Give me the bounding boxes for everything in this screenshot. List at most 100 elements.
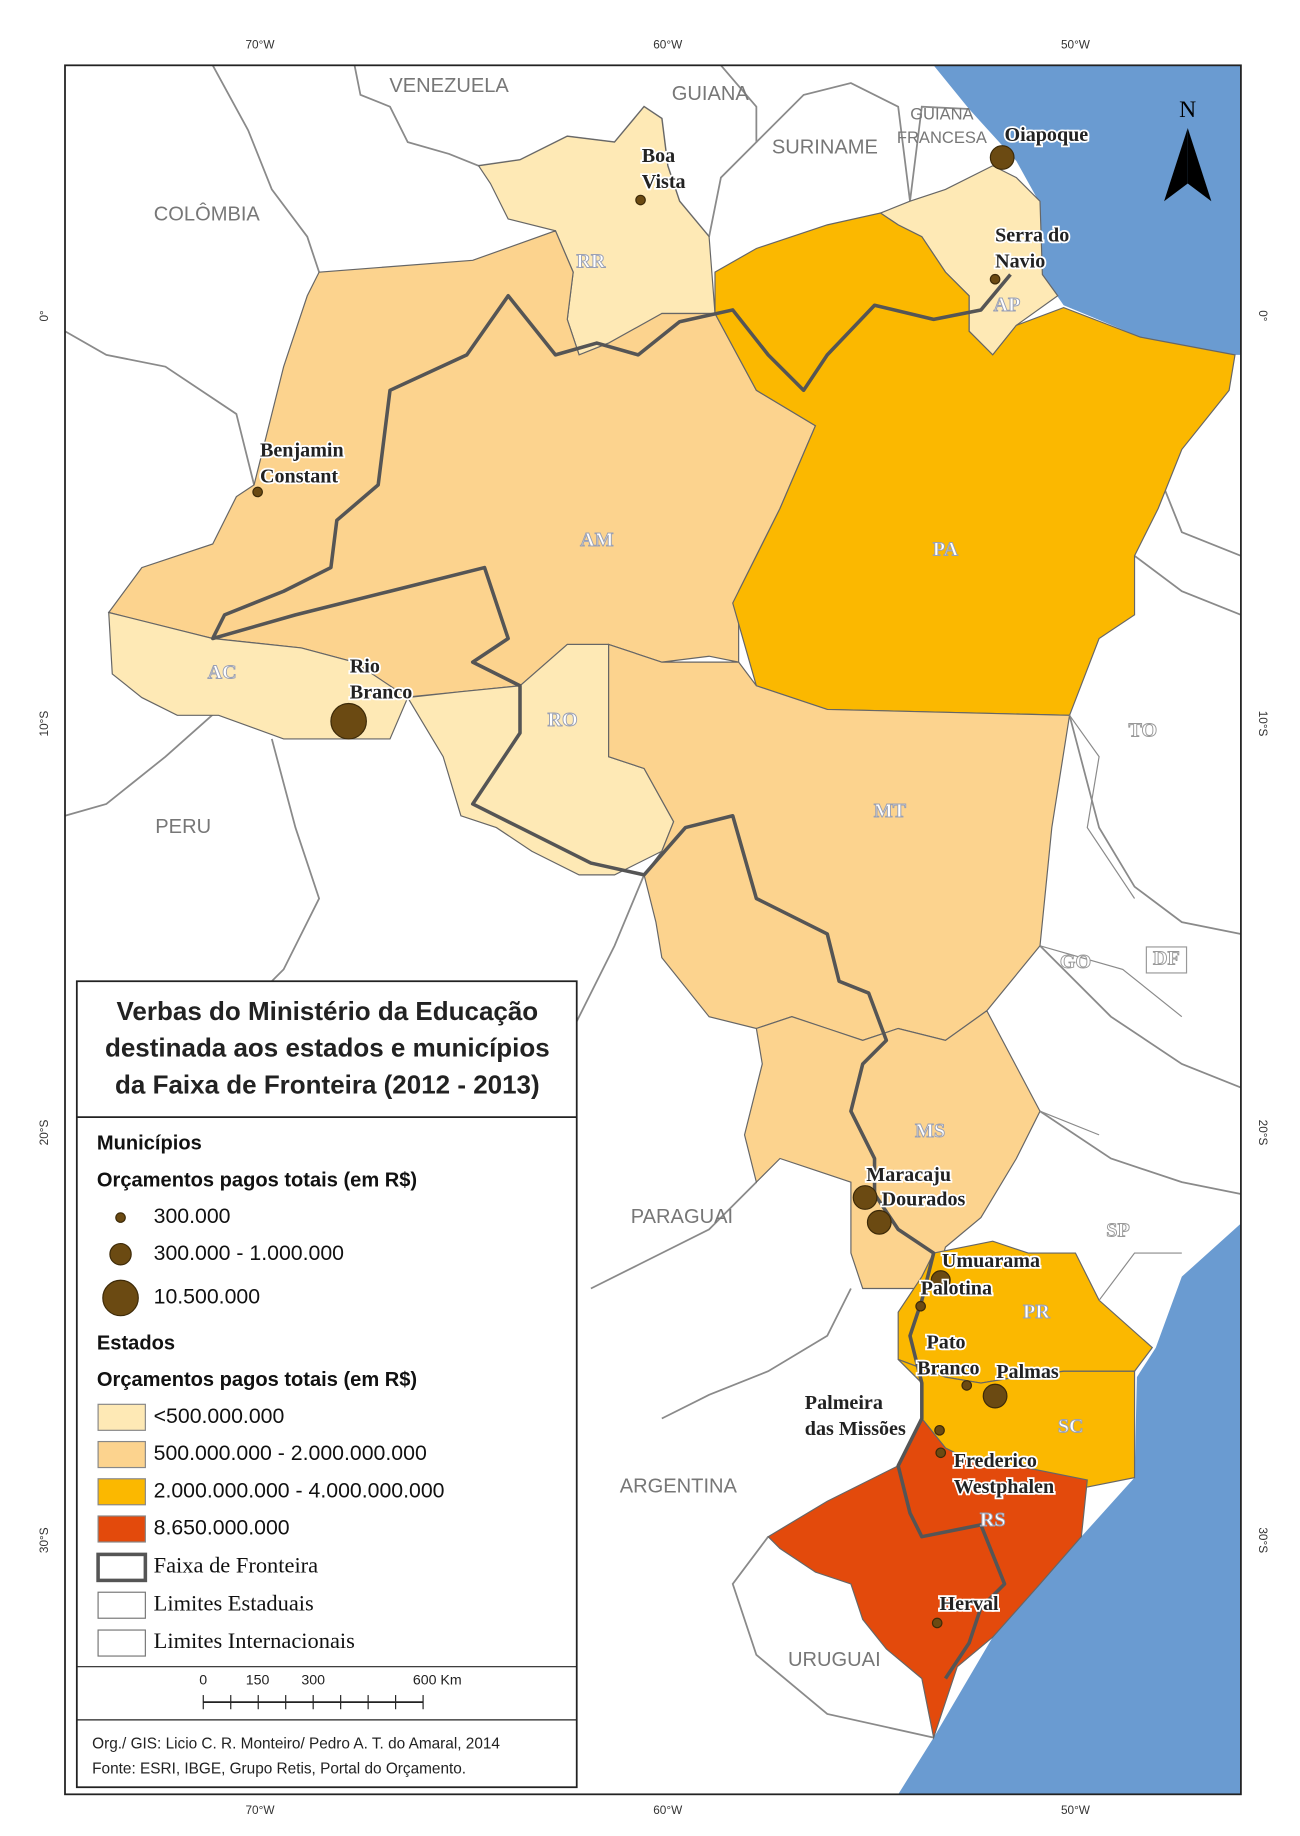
state-label: SC (1058, 1416, 1084, 1438)
international-border (353, 65, 479, 167)
municipality-label: das Missões (805, 1418, 906, 1440)
latitude-label: 0° (37, 310, 51, 322)
legend-swatch (97, 1478, 146, 1506)
credits: Fonte: ESRI, IBGE, Grupo Retis, Portal d… (92, 1761, 466, 1778)
municipality-dot (852, 1185, 878, 1210)
municipality-label: Rio (350, 656, 380, 678)
municipality-label: Westphalen (954, 1476, 1054, 1498)
longitude-label: 50°W (1061, 1803, 1091, 1817)
country-label: PERU (155, 816, 211, 838)
municipality-dot (934, 1425, 945, 1436)
municipality-dot (982, 1383, 1008, 1409)
legend-heading: Municípios (97, 1133, 202, 1155)
state-label: RR (576, 250, 605, 272)
legend-label: 300.000 - 1.000.000 (154, 1241, 344, 1265)
frame (64, 64, 1242, 1796)
state-label: PR (1023, 1301, 1050, 1323)
legend-label: 10.500.000 (154, 1285, 260, 1309)
state (108, 611, 409, 740)
north-label: N (1179, 97, 1196, 123)
country-label: URUGUAI (788, 1649, 881, 1671)
municipality-label: Oiapoque (1005, 124, 1089, 146)
country-label: GUIANA (672, 83, 750, 105)
latitude-label: 10°S (37, 711, 51, 737)
municipality-label: Serra do (995, 224, 1069, 246)
country-label: PARAGUAI (631, 1206, 733, 1228)
municipality-label: Palmas (996, 1361, 1059, 1383)
longitude-label: 70°W (246, 37, 276, 51)
state (767, 1417, 1088, 1740)
international-border (661, 1288, 852, 1420)
state (743, 1009, 1041, 1290)
international-border (909, 105, 970, 202)
international-border (731, 1536, 934, 1739)
state-label: SP (1106, 1219, 1129, 1241)
international-border (590, 1181, 757, 1290)
latitude-label: 10°S (1256, 711, 1270, 737)
municipality-label: Vista (642, 171, 686, 193)
state-border (1039, 945, 1183, 1018)
state-border (1069, 714, 1136, 899)
municipality-label: Umuarama (942, 1250, 1040, 1272)
state-label: MS (915, 1120, 945, 1142)
state-label: PA (933, 539, 959, 561)
international-border (64, 330, 255, 486)
legend-label: 300.000 (154, 1204, 231, 1228)
state-label: AP (994, 294, 1021, 316)
scale-label: 600 Km (413, 1673, 462, 1689)
country-label: GUIANA (910, 104, 973, 123)
label-box (1145, 946, 1188, 974)
country-label: COLÔMBIA (154, 203, 261, 226)
state-label: RO (547, 709, 577, 731)
municipality-label: Branco (350, 682, 412, 704)
municipality-label: Herval (940, 1593, 1000, 1615)
legend-swatch (96, 1552, 148, 1583)
latitude-label: 20°S (1256, 1120, 1270, 1146)
international-border (1068, 715, 1242, 935)
longitude-label: 60°W (653, 37, 683, 51)
municipality-dot (930, 1270, 951, 1291)
country-label: ARGENTINA (620, 1475, 738, 1497)
credits: Org./ GIS: Licio C. R. Monteiro/ Pedro A… (92, 1736, 500, 1753)
longitude-label: 60°W (653, 1803, 683, 1817)
country-label: FRANCESA (897, 128, 987, 147)
legend-label: 2.000.000.000 - 4.000.000.000 (154, 1478, 445, 1502)
international-border (1039, 1110, 1242, 1195)
international-border (1039, 945, 1242, 1089)
country-label: VENEZUELA (389, 75, 509, 97)
north-arrow (1164, 127, 1188, 202)
municipality-label: Constant (260, 465, 338, 487)
border-strip (210, 273, 1012, 1680)
municipality-label: Palotina (921, 1277, 992, 1299)
municipality-dot (989, 273, 1001, 285)
ocean (933, 65, 1241, 355)
legend-heading: Estados (97, 1332, 175, 1354)
legend-swatch (97, 1591, 146, 1619)
legend-label: 8.650.000.000 (154, 1516, 290, 1540)
legend: Verbas do Ministério da Educação destinad… (75, 980, 578, 1789)
legend-symbol (109, 1243, 132, 1266)
municipality-label: Frederico (954, 1450, 1037, 1472)
international-border (211, 64, 320, 273)
municipality-dot (935, 1447, 947, 1459)
legend-title: destinada aos estados e municípios (105, 1033, 550, 1063)
latitude-label: 20°S (37, 1120, 51, 1146)
country-label: SURINAME (772, 136, 878, 158)
international-border (755, 82, 911, 202)
state-label: RS (980, 1509, 1006, 1531)
legend-label: Faixa de Fronteira (154, 1553, 319, 1578)
legend-title: da Faixa de Fronteira (2012 - 2013) (115, 1069, 540, 1099)
longitude-label: 70°W (246, 1803, 276, 1817)
municipality-dot (961, 1380, 973, 1391)
legend-symbol (115, 1212, 126, 1223)
ocean (898, 1223, 1241, 1795)
legend-label: Limites Estaduais (154, 1590, 314, 1615)
latitude-label: 0° (1256, 310, 1270, 322)
legend-label: <500.000.000 (154, 1404, 285, 1428)
legend-subtitle: Orçamentos pagos totais (em R$) (97, 1369, 417, 1391)
legend-symbol (102, 1279, 139, 1317)
legend-subtitle: Orçamentos pagos totais (em R$) (97, 1169, 417, 1191)
legend-label: Limites Internacionais (154, 1628, 355, 1653)
